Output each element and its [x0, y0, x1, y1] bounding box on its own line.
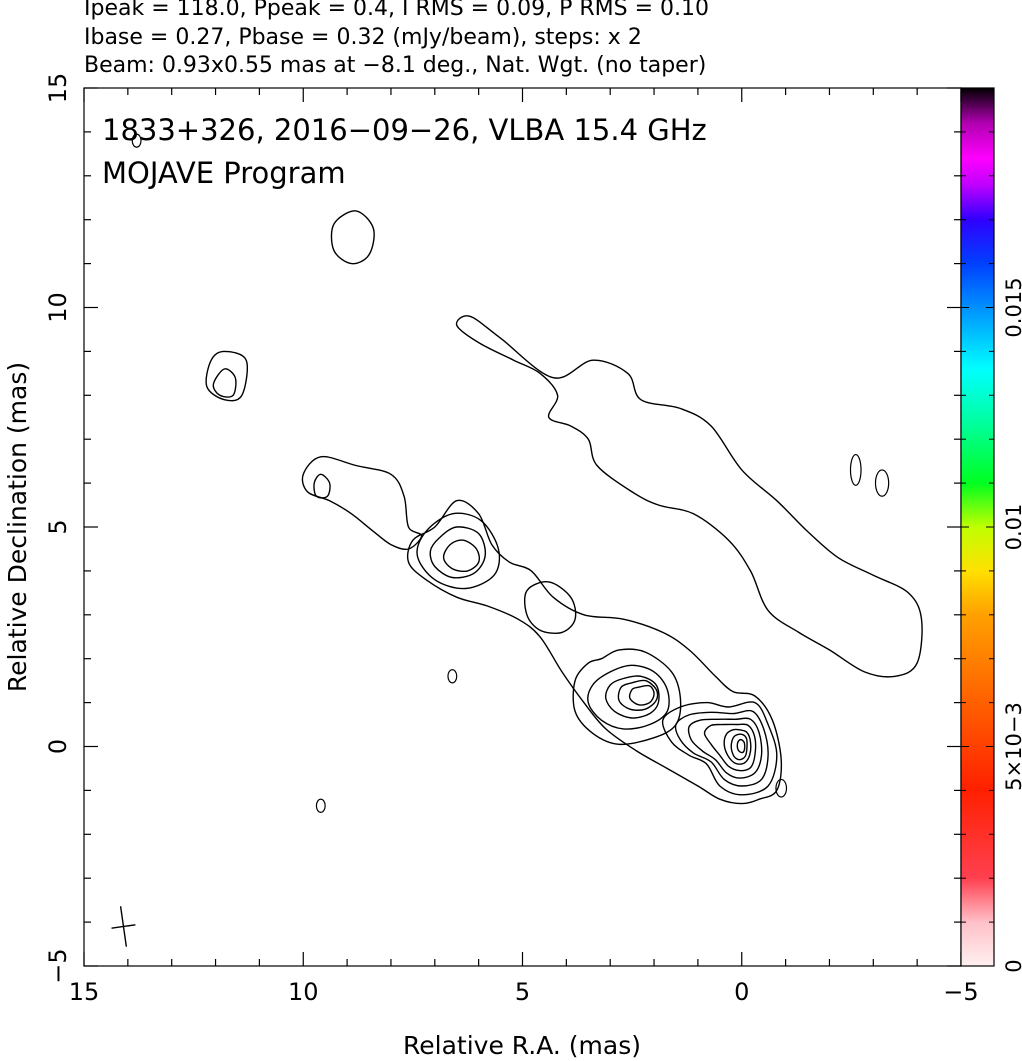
- x-axis: 15 10 5 0 −5: [69, 88, 979, 1006]
- x-tick-label: 10: [288, 978, 319, 1006]
- contours: [205, 210, 923, 805]
- y-tick-label: 15: [44, 73, 72, 104]
- noise-contour: [131, 133, 142, 148]
- beam-marker: [111, 906, 136, 947]
- x-tick-label: 5: [515, 978, 530, 1006]
- contour-core-5: [687, 717, 763, 779]
- contour-far-blob: [330, 210, 375, 265]
- contour-jet-hole: [523, 581, 577, 634]
- contour-halo: [455, 315, 923, 678]
- colorbar-ticks: 0 5×10−3 0.01 0.015: [961, 87, 1022, 973]
- contour-knot-outer-3: [429, 526, 487, 579]
- noise-contour: [849, 453, 862, 486]
- x-tick-label: 15: [69, 978, 100, 1006]
- y-axis-label: Relative Declination (mas): [3, 362, 32, 692]
- contour-core-6: [703, 723, 757, 772]
- contour-core-8: [730, 733, 748, 761]
- contour-north-blob: [301, 455, 423, 551]
- x-tick-label: 0: [734, 978, 749, 1006]
- header-line-2: Ibase = 0.27, Pbase = 0.32 (mJy/beam), s…: [84, 25, 642, 50]
- y-tick-label: 5: [44, 519, 72, 534]
- contour-knot-6: [628, 684, 655, 706]
- y-tick-label: −5: [44, 948, 72, 983]
- contour-core-4: [674, 709, 769, 787]
- header-line-1: Ipeak = 118.0, Ppeak = 0.4, I RMS = 0.09…: [84, 0, 709, 21]
- noise-contour: [447, 669, 458, 684]
- contour-knot-4: [604, 675, 660, 719]
- chart-title-line-2: MOJAVE Program: [102, 156, 346, 190]
- contour-far-left-inner: [212, 368, 237, 398]
- y-tick-label: 0: [44, 739, 72, 754]
- beam-minor-axis: [111, 924, 136, 929]
- x-tick-label: −5: [943, 978, 978, 1006]
- plot-frame: [83, 87, 962, 967]
- chart-title-line-1: 1833+326, 2016−09−26, VLBA 15.4 GHz: [102, 113, 707, 147]
- x-axis-label: Relative R.A. (mas): [403, 1031, 641, 1060]
- contour-jet-base: [406, 499, 783, 805]
- header-line-3: Beam: 0.93x0.55 mas at −8.1 deg., Nat. W…: [84, 53, 707, 78]
- contour-knot-outer-2: [416, 512, 501, 590]
- colorbar-tick-label: 0.015: [1002, 277, 1022, 337]
- contour-knot-5: [617, 679, 659, 711]
- contour-core-3: [661, 701, 778, 796]
- contour-far-left-blob: [205, 350, 248, 402]
- colorbar-tick-label: 0: [1002, 959, 1022, 972]
- colorbar-tick-label: 5×10−3: [1002, 702, 1022, 791]
- contour-knot-3: [587, 664, 670, 730]
- noise-specks: [131, 133, 890, 813]
- noise-contour: [775, 778, 788, 798]
- y-axis: −5 0 5 10 15: [44, 73, 961, 984]
- contour-core-9: [736, 738, 746, 754]
- noise-contour: [315, 798, 326, 813]
- noise-contour: [874, 469, 890, 497]
- contour-knot-outer-4: [442, 539, 480, 573]
- contour-north-blob-inner: [313, 473, 331, 499]
- colorbar-tick-label: 0.01: [1002, 504, 1022, 551]
- contour-knot-2: [572, 648, 682, 746]
- y-tick-label: 10: [44, 292, 72, 323]
- contour-core-7: [723, 728, 752, 765]
